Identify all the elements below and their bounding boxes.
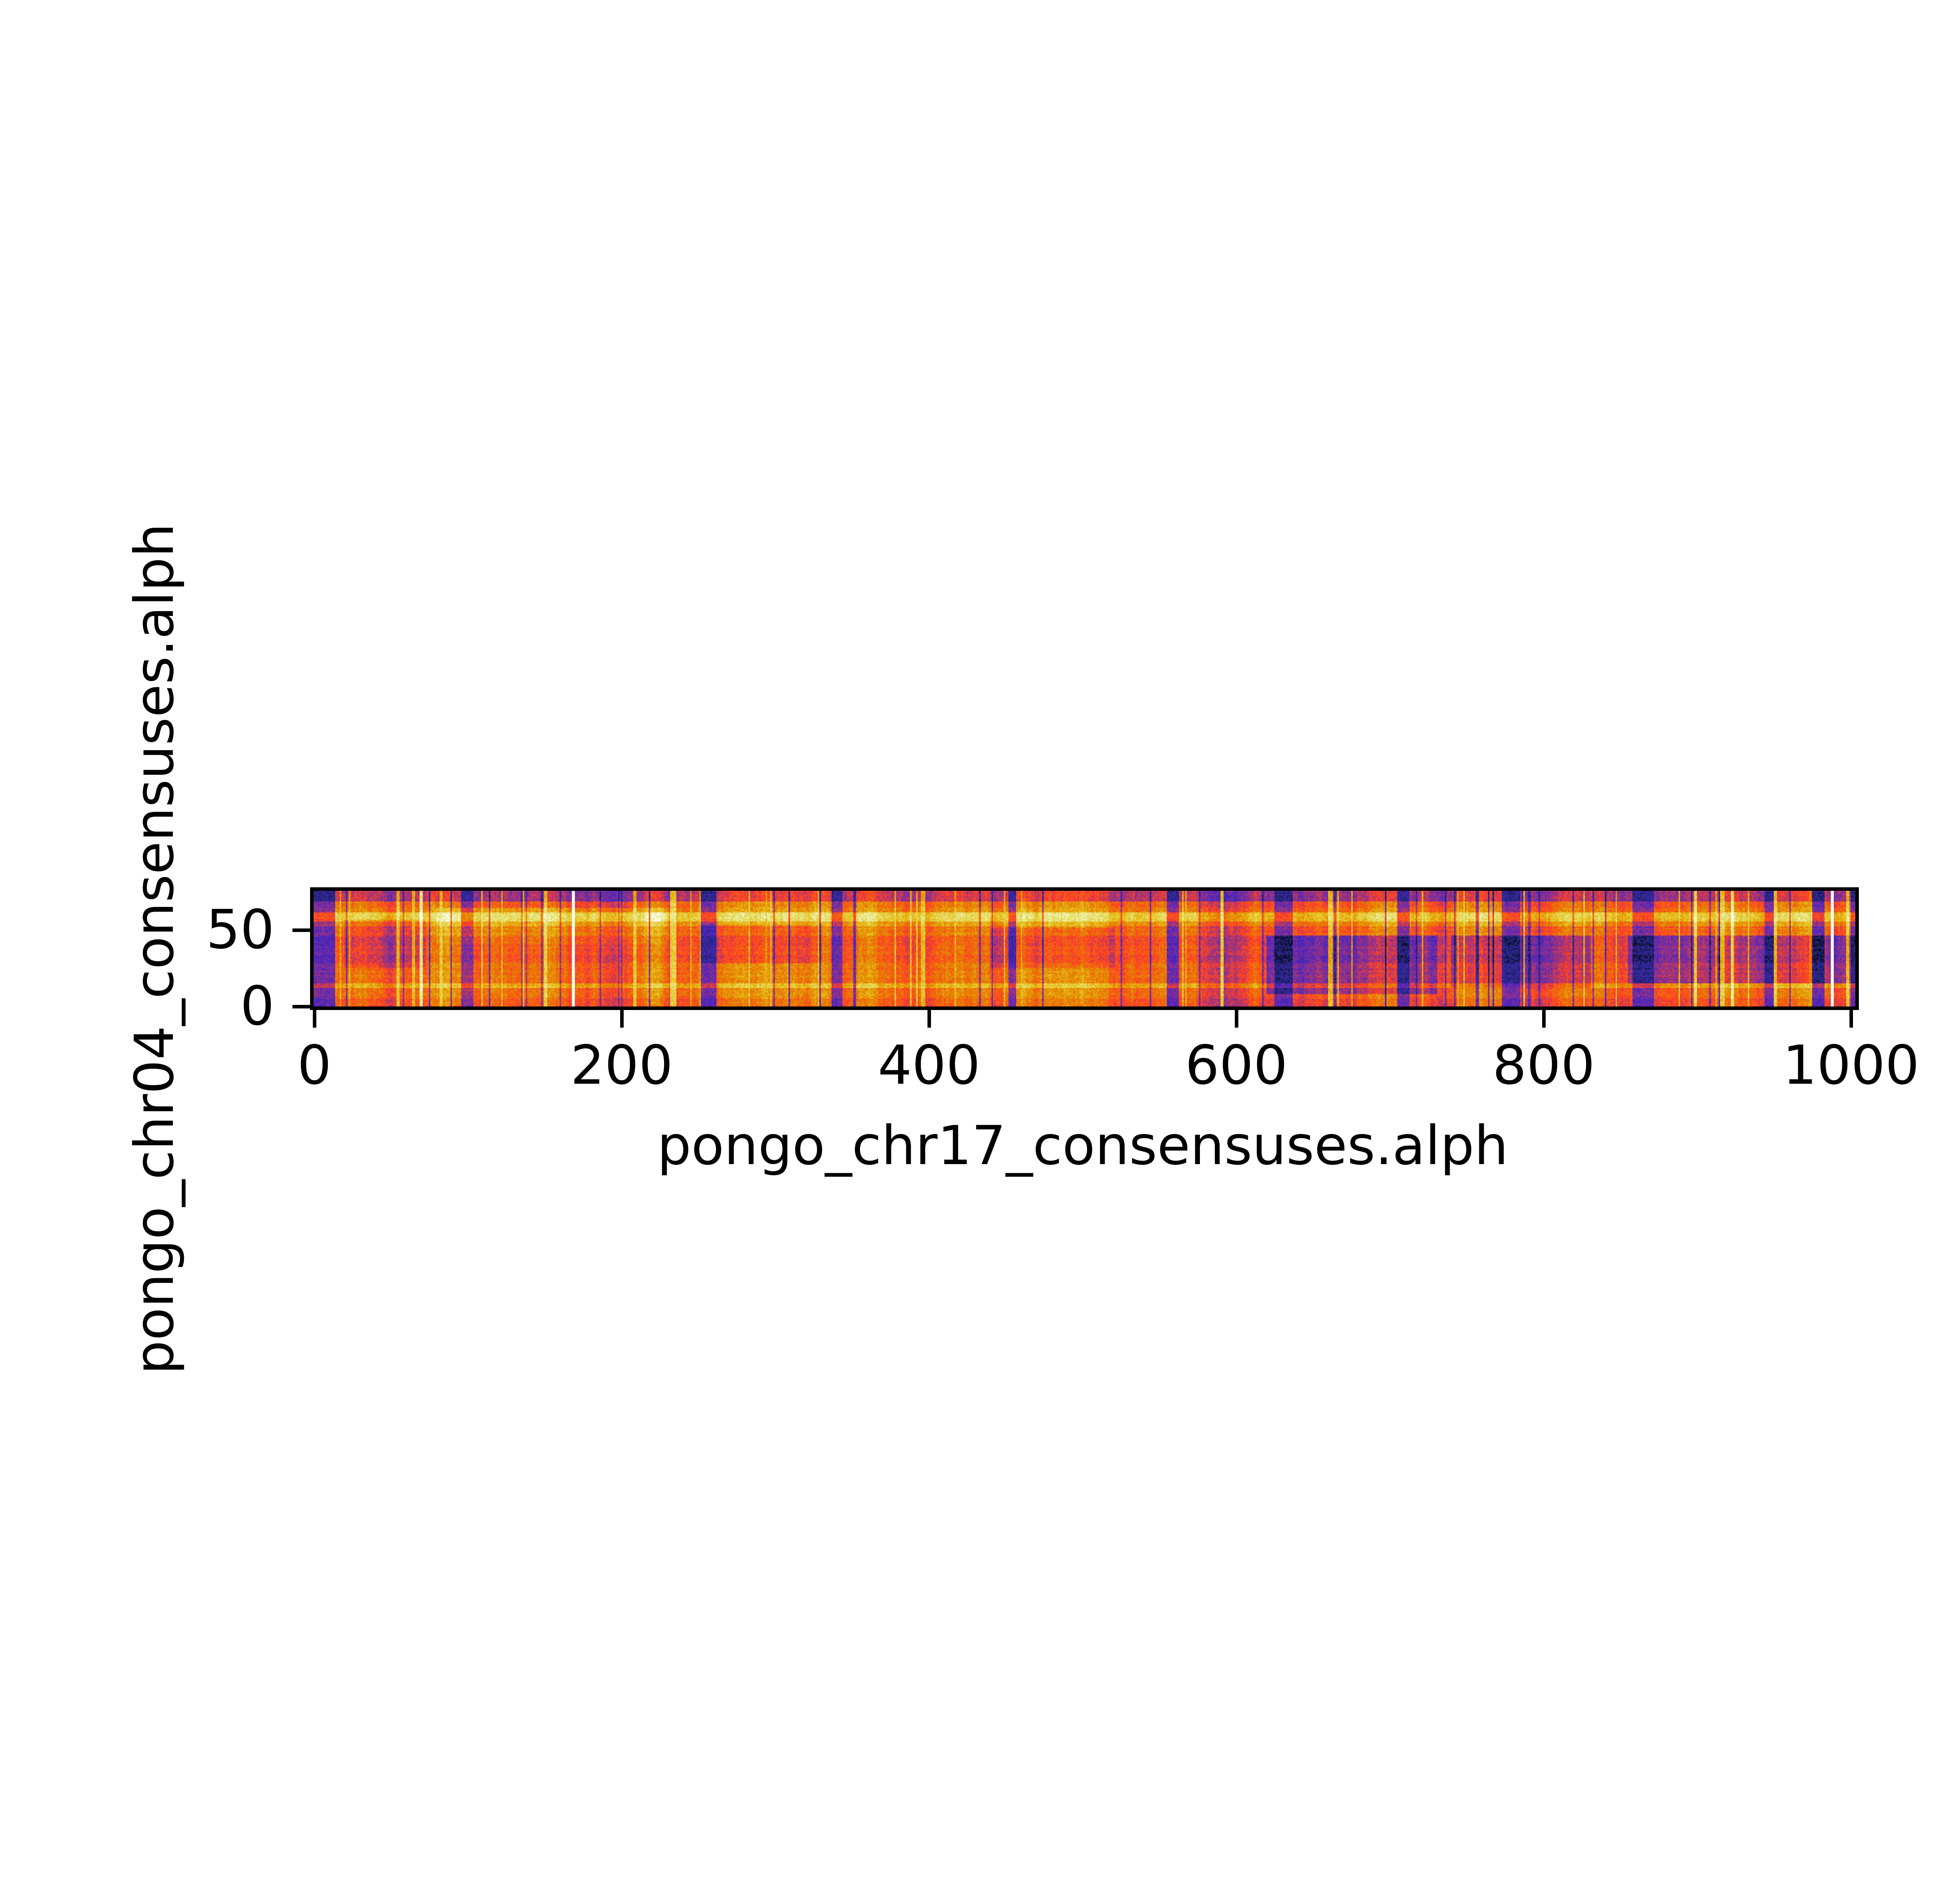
x-tick-label: 600 [1185, 1034, 1288, 1097]
heatmap-axes-border [310, 887, 1859, 1010]
x-tick-label: 1000 [1782, 1034, 1920, 1097]
y-tick-mark [292, 928, 310, 932]
x-tick-label: 800 [1492, 1034, 1595, 1097]
y-tick-label: 0 [240, 975, 274, 1037]
x-tick-label: 400 [878, 1034, 980, 1097]
x-tick-mark [1849, 1010, 1853, 1028]
y-tick-mark [292, 1005, 310, 1008]
x-tick-mark [1234, 1010, 1238, 1028]
x-tick-label: 0 [297, 1034, 332, 1097]
y-tick-label: 50 [206, 899, 274, 961]
x-axis-label: pongo_chr17_consensuses.alph [657, 1115, 1508, 1177]
y-axis-label: pongo_chr04_consensuses.alph [123, 523, 186, 1375]
x-tick-label: 200 [570, 1034, 673, 1097]
heatmap-image [314, 891, 1855, 1006]
x-tick-mark [1542, 1010, 1546, 1028]
x-tick-mark [312, 1010, 316, 1028]
x-tick-mark [927, 1010, 931, 1028]
x-tick-mark [620, 1010, 624, 1028]
